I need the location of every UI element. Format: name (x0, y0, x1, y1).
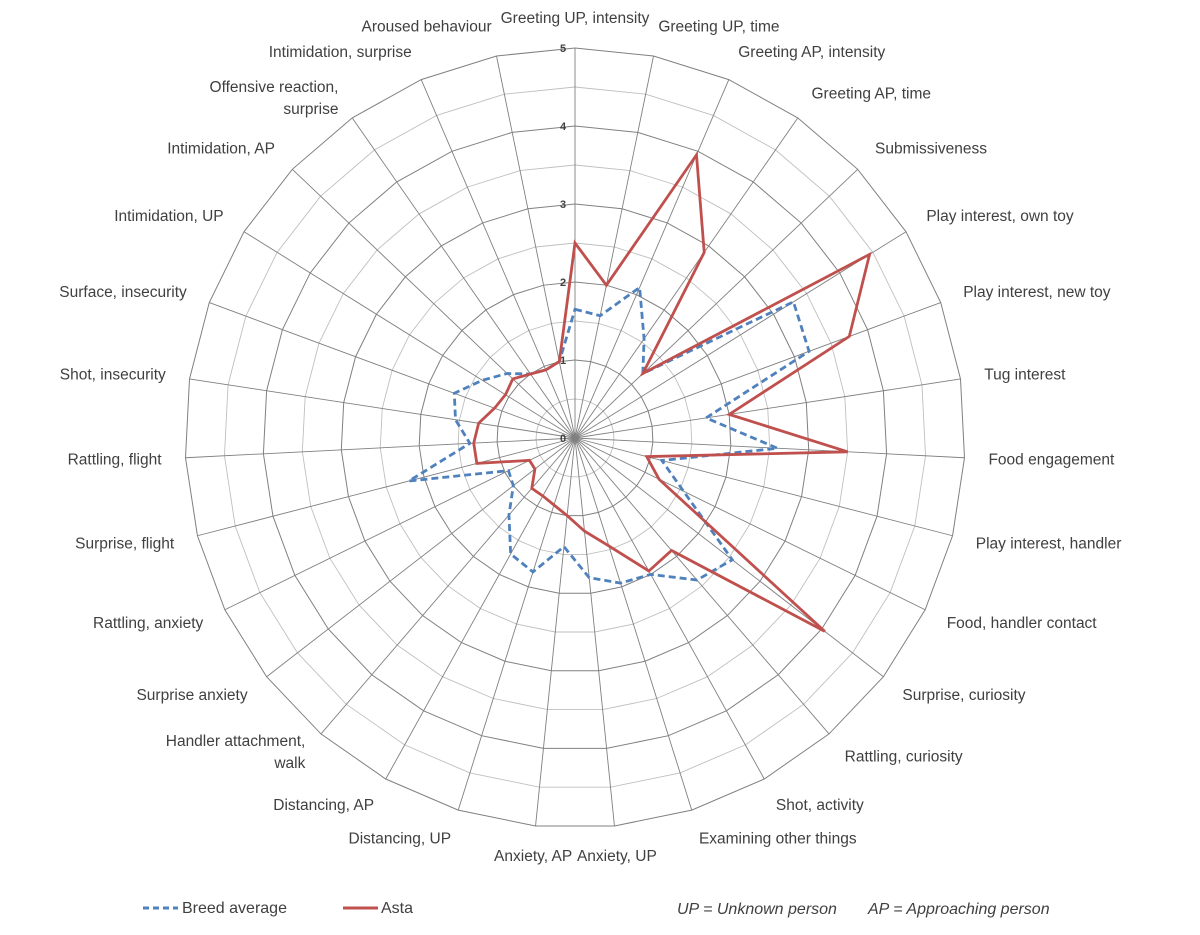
spoke-greeting-ap-intensity (574, 79, 730, 439)
spoke-offensive-reaction-surprise (351, 117, 576, 439)
spoke-anxiety-up (574, 437, 615, 827)
note-ap: AP = Approaching person (867, 901, 1050, 918)
grid-ring-minor-4-5 (223, 86, 927, 788)
spoke-distancing-up (457, 437, 576, 811)
grid-ring-minor-0-5 (535, 398, 615, 478)
category-label-intimidation-ap: Intimidation, AP (167, 141, 275, 158)
category-label-intimidation-surprise: Intimidation, surprise (269, 44, 412, 61)
tick-label-2: 2 (560, 277, 566, 289)
spoke-shot-insecurity (189, 378, 576, 439)
spoke-intimidation-up (243, 231, 576, 439)
data-series (408, 150, 872, 633)
spoke-play-interest-handler (574, 437, 953, 537)
tick-label-5: 5 (560, 43, 566, 55)
category-label-rattling-flight: Rattling, flight (68, 451, 163, 468)
category-label-submissiveness: Submissiveness (875, 141, 987, 158)
category-label-surface-insecurity: Surface, insecurity (59, 284, 187, 301)
grid-ring-3 (340, 203, 810, 672)
series-line-breed-average (408, 284, 811, 585)
category-labels: Greeting UP, intensity Greeting UP, time G… (59, 10, 1121, 865)
grid-ring-2 (418, 281, 732, 594)
legend-item-asta: Asta (343, 900, 413, 917)
category-label-greeting-ap-intensity: Greeting AP, intensity (738, 44, 885, 61)
category-label-food-engagement: Food engagement (988, 451, 1115, 468)
category-label-tug-interest: Tug interest (984, 366, 1066, 383)
spoke-handler-attachment-walk (320, 437, 576, 735)
category-label-play-interest-handler: Play interest, handler (976, 535, 1122, 552)
legend-label-breed-average: Breed average (182, 900, 287, 917)
category-label-anxiety-ap: Anxiety, AP (494, 848, 572, 865)
tick-label-0: 0 (560, 433, 566, 445)
spoke-intimidation-surprise (420, 79, 576, 439)
spoke-anxiety-ap (535, 437, 576, 827)
note-up: UP = Unknown person (677, 901, 837, 918)
spoke-intimidation-ap (292, 168, 576, 439)
spoke-food-handler-contact (574, 437, 926, 611)
category-label-distancing-up: Distancing, UP (349, 831, 452, 848)
category-label-surprise-flight: Surprise, flight (75, 535, 175, 552)
grid-ring-minor-3-5 (301, 164, 849, 711)
category-label-rattling-curiosity: Rattling, curiosity (845, 749, 963, 766)
category-label-distancing-ap: Distancing, AP (273, 797, 374, 814)
category-label-shot-insecurity: Shot, insecurity (60, 366, 166, 383)
category-label-examining-other-things: Examining other things (699, 831, 857, 848)
category-label-play-interest-new-toy: Play interest, new toy (963, 284, 1111, 301)
category-label-play-interest-own-toy: Play interest, own toy (926, 208, 1074, 225)
spoke-surface-insecurity (209, 302, 576, 439)
legend-label-asta: Asta (381, 900, 413, 917)
category-label-handler-attachment-walk: Handler attachment, walk (166, 733, 306, 772)
legend-item-breed-average: Breed average (143, 900, 287, 917)
category-label-greeting-ap-time: Greeting AP, time (812, 85, 931, 102)
category-label-shot-activity: Shot, activity (776, 797, 864, 814)
category-label-offensive-reaction-surprise: Offensive reaction, surprise (210, 79, 339, 118)
spoke-shot-activity (574, 437, 765, 780)
spoke-play-interest-own-toy (574, 231, 907, 439)
spoke-submissiveness (574, 168, 858, 439)
grid-ring-4 (262, 125, 888, 749)
category-label-food-handler-contact: Food, handler contact (947, 615, 1098, 632)
spoke-rattling-flight (185, 437, 576, 459)
grid-ring-5 (184, 47, 966, 827)
radar-grid (184, 47, 966, 827)
radial-axis-ticks: 0 1 2 3 4 5 (560, 43, 567, 445)
legend: Breed average Asta (143, 900, 413, 917)
abbreviation-notes: UP = Unknown person AP = Approaching per… (677, 901, 1050, 918)
category-label-greeting-up-time: Greeting UP, time (658, 19, 779, 36)
category-label-greeting-up-intensity: Greeting UP, intensity (501, 10, 650, 27)
tick-label-3: 3 (560, 199, 566, 211)
spoke-aroused-behaviour (496, 55, 576, 439)
series-line-asta (472, 150, 872, 633)
tick-label-4: 4 (560, 121, 567, 133)
spoke-tug-interest (574, 378, 961, 439)
category-label-surprise-anxiety: Surprise anxiety (136, 687, 247, 704)
spoke-greeting-ap-time (574, 117, 799, 439)
tick-label-1: 1 (560, 355, 566, 367)
category-label-anxiety-up: Anxiety, UP (577, 848, 657, 865)
category-label-rattling-anxiety: Rattling, anxiety (93, 615, 204, 632)
grid-ring-minor-1-5 (457, 320, 693, 555)
grid-ring-minor-2-5 (379, 242, 771, 633)
spoke-surprise-flight (197, 437, 576, 537)
spoke-rattling-curiosity (574, 437, 830, 735)
spoke-play-interest-new-toy (574, 302, 941, 439)
spoke-greeting-up-time (574, 55, 654, 439)
category-label-aroused-behaviour: Aroused behaviour (362, 19, 492, 36)
spoke-rattling-anxiety (224, 437, 576, 611)
spoke-distancing-ap (385, 437, 576, 780)
spoke-examining-other-things (574, 437, 693, 811)
category-label-surprise-curiosity: Surprise, curiosity (902, 687, 1025, 704)
spoke-surprise-anxiety (266, 437, 576, 678)
grid-ring-1 (496, 359, 654, 517)
category-label-intimidation-up: Intimidation, UP (114, 208, 223, 225)
